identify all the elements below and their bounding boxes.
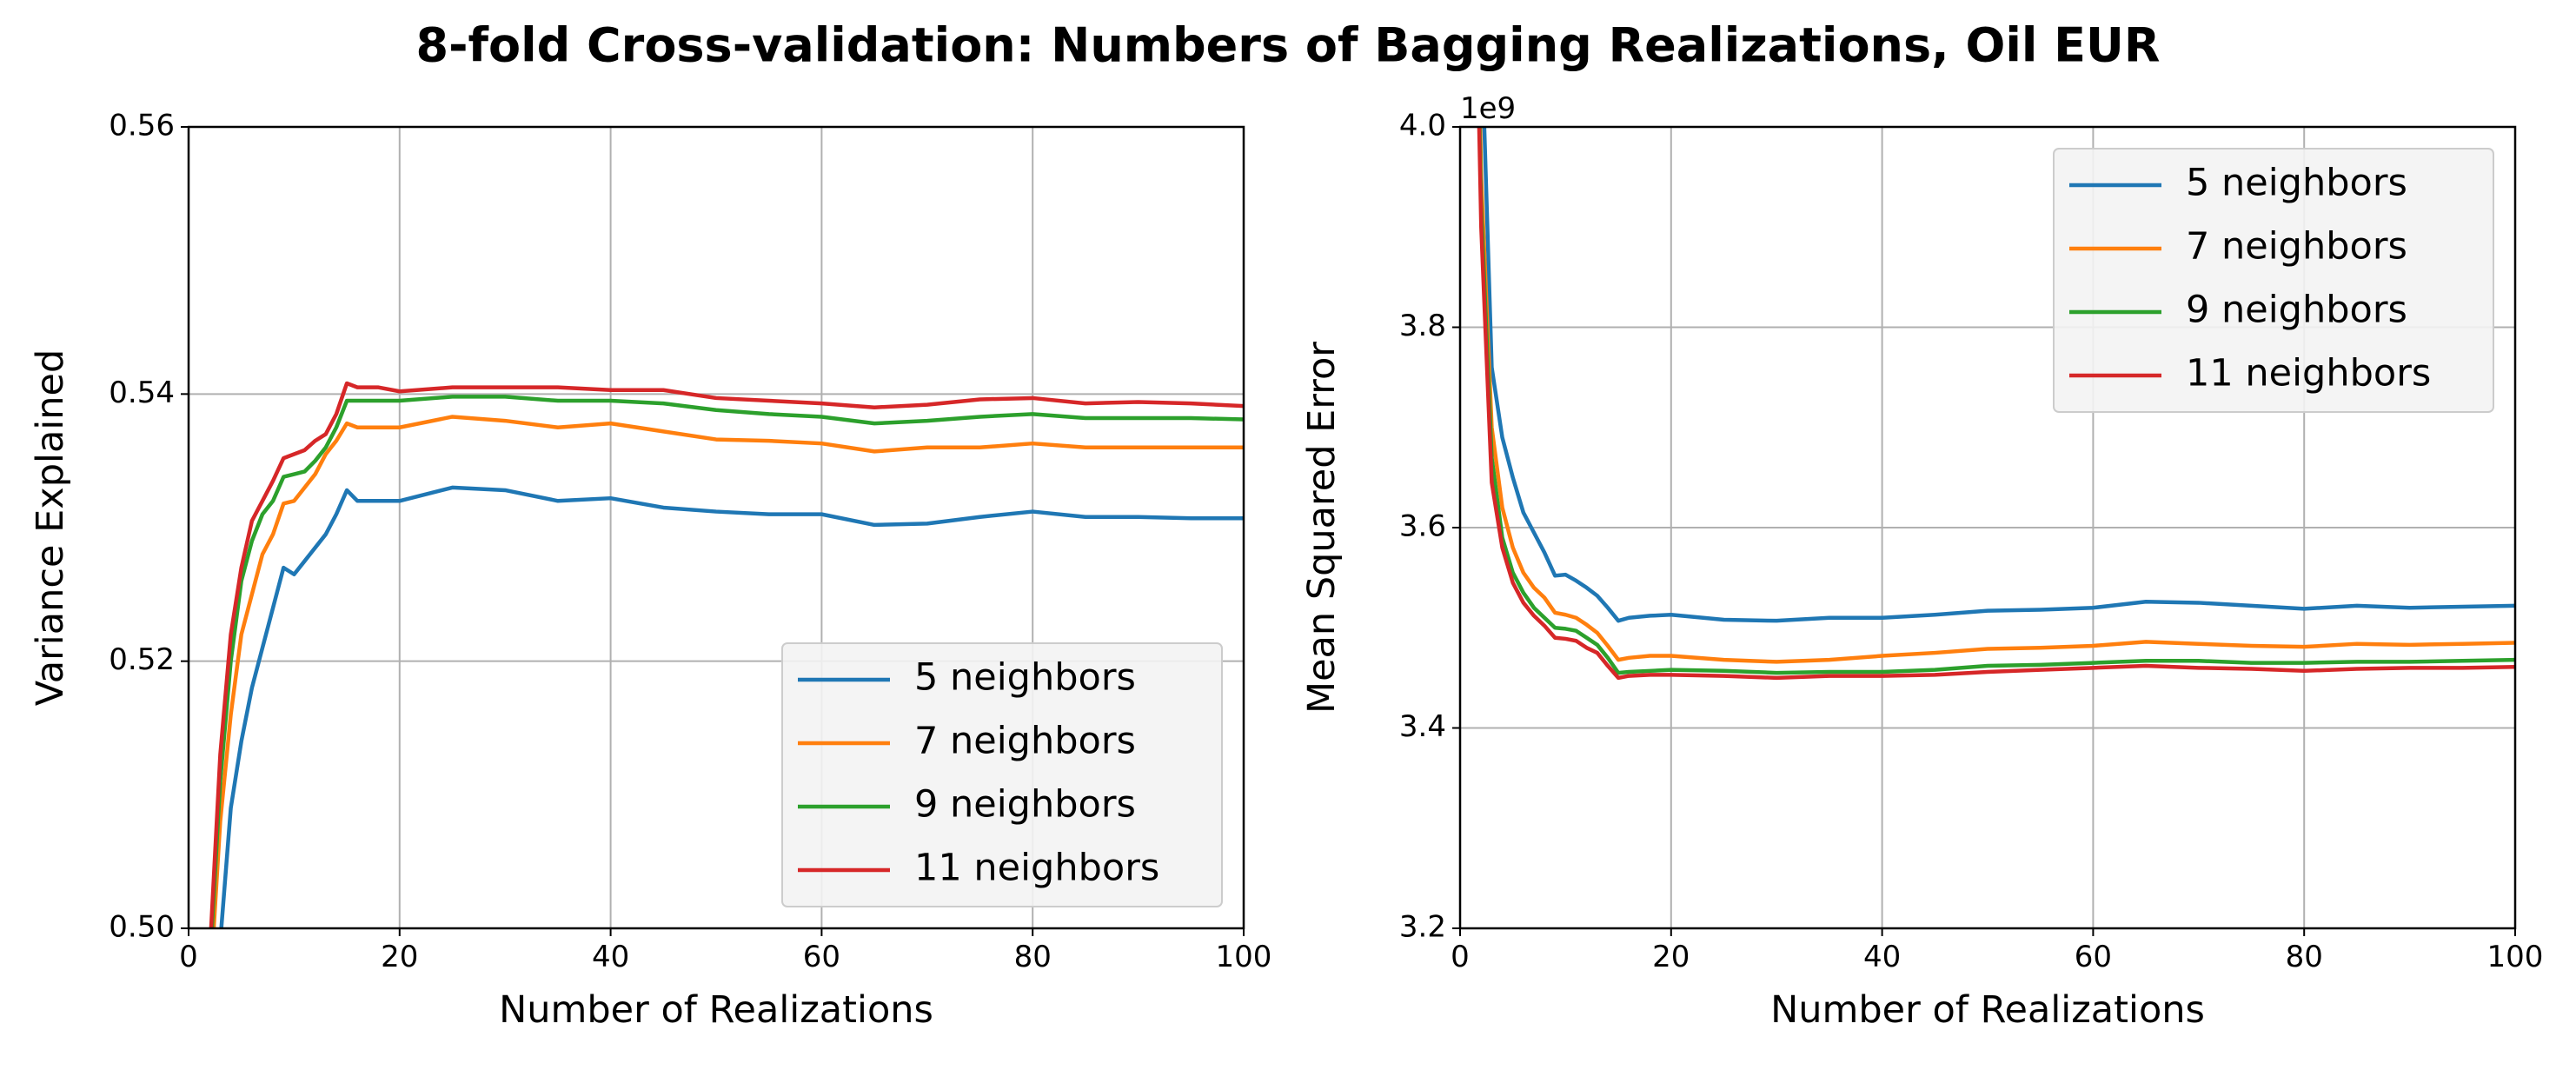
data-lines — [1477, 127, 2515, 681]
y-tick-label: 3.2 — [1399, 910, 1446, 945]
plot: 0 20 40 60 80 100 0.50 0.52 0.54 0.56 Number of Re… — [29, 109, 1272, 1033]
y-tick-label: 0.50 — [109, 910, 175, 945]
legend-label: 9 neighbors — [914, 783, 1136, 827]
data-line — [1482, 127, 2515, 623]
y-tick-label: 0.56 — [109, 109, 175, 143]
x-tick-label: 40 — [592, 940, 629, 974]
legend: 5 neighbors 7 neighbors 9 neighbors 11 neig… — [781, 642, 1223, 907]
plot-frame — [1458, 125, 2517, 930]
y-tick-label: 4.0 — [1399, 109, 1446, 143]
data-lines — [209, 381, 1244, 928]
x-tick-label: 20 — [381, 940, 418, 974]
figure-title: 8-fold Cross-validation: Numbers of Bagg… — [416, 18, 2161, 73]
y-tick-label: 3.6 — [1399, 509, 1446, 544]
plot: 0 20 40 60 80 100 3.2 3.4 3.6 3.8 4.0 1e9 Number of … — [1300, 91, 2544, 1032]
y-tick-label: 0.54 — [109, 375, 175, 410]
legend-box — [2053, 148, 2494, 413]
data-line — [211, 415, 1244, 928]
y-axis-label: Mean Squared Error — [1300, 342, 1344, 714]
legend-label: 5 neighbors — [914, 656, 1136, 700]
legend-label: 7 neighbors — [2186, 225, 2407, 269]
y-axis-label: Variance Explained — [29, 349, 72, 707]
legend-label: 11 neighbors — [914, 847, 1159, 890]
y-tick-label: 0.52 — [109, 642, 175, 677]
x-tick-label: 0 — [1451, 940, 1470, 974]
x-tick-label: 20 — [1652, 940, 1690, 974]
x-tick-label: 80 — [1014, 940, 1052, 974]
x-axis-label: Number of Realizations — [1770, 988, 2205, 1032]
data-line — [1477, 127, 2515, 664]
plot-frame — [187, 125, 1245, 930]
data-line — [1477, 127, 2515, 675]
data-line — [219, 485, 1244, 928]
x-tick-label: 60 — [2075, 940, 2112, 974]
x-tick-label: 100 — [2487, 940, 2544, 974]
x-tick-label: 40 — [1863, 940, 1901, 974]
x-tick-label: 0 — [179, 940, 198, 974]
y-tick-label: 3.8 — [1399, 309, 1446, 343]
y-tick-label: 3.4 — [1399, 709, 1446, 744]
legend-label: 5 neighbors — [2186, 162, 2407, 205]
legend-box — [781, 642, 1223, 907]
x-tick-label: 60 — [803, 940, 840, 974]
data-line — [209, 381, 1244, 928]
data-line — [1477, 127, 2515, 681]
x-tick-label: 100 — [1216, 940, 1272, 974]
x-axis-label: Number of Realizations — [499, 988, 933, 1032]
axis-offset-label: 1e9 — [1460, 91, 1516, 126]
legend-label: 7 neighbors — [914, 720, 1136, 763]
legend-label: 9 neighbors — [2186, 289, 2407, 332]
data-line — [209, 395, 1244, 928]
legend-label: 11 neighbors — [2186, 352, 2431, 395]
legend: 5 neighbors 7 neighbors 9 neighbors 11 neig… — [2053, 148, 2494, 413]
x-tick-label: 80 — [2286, 940, 2323, 974]
